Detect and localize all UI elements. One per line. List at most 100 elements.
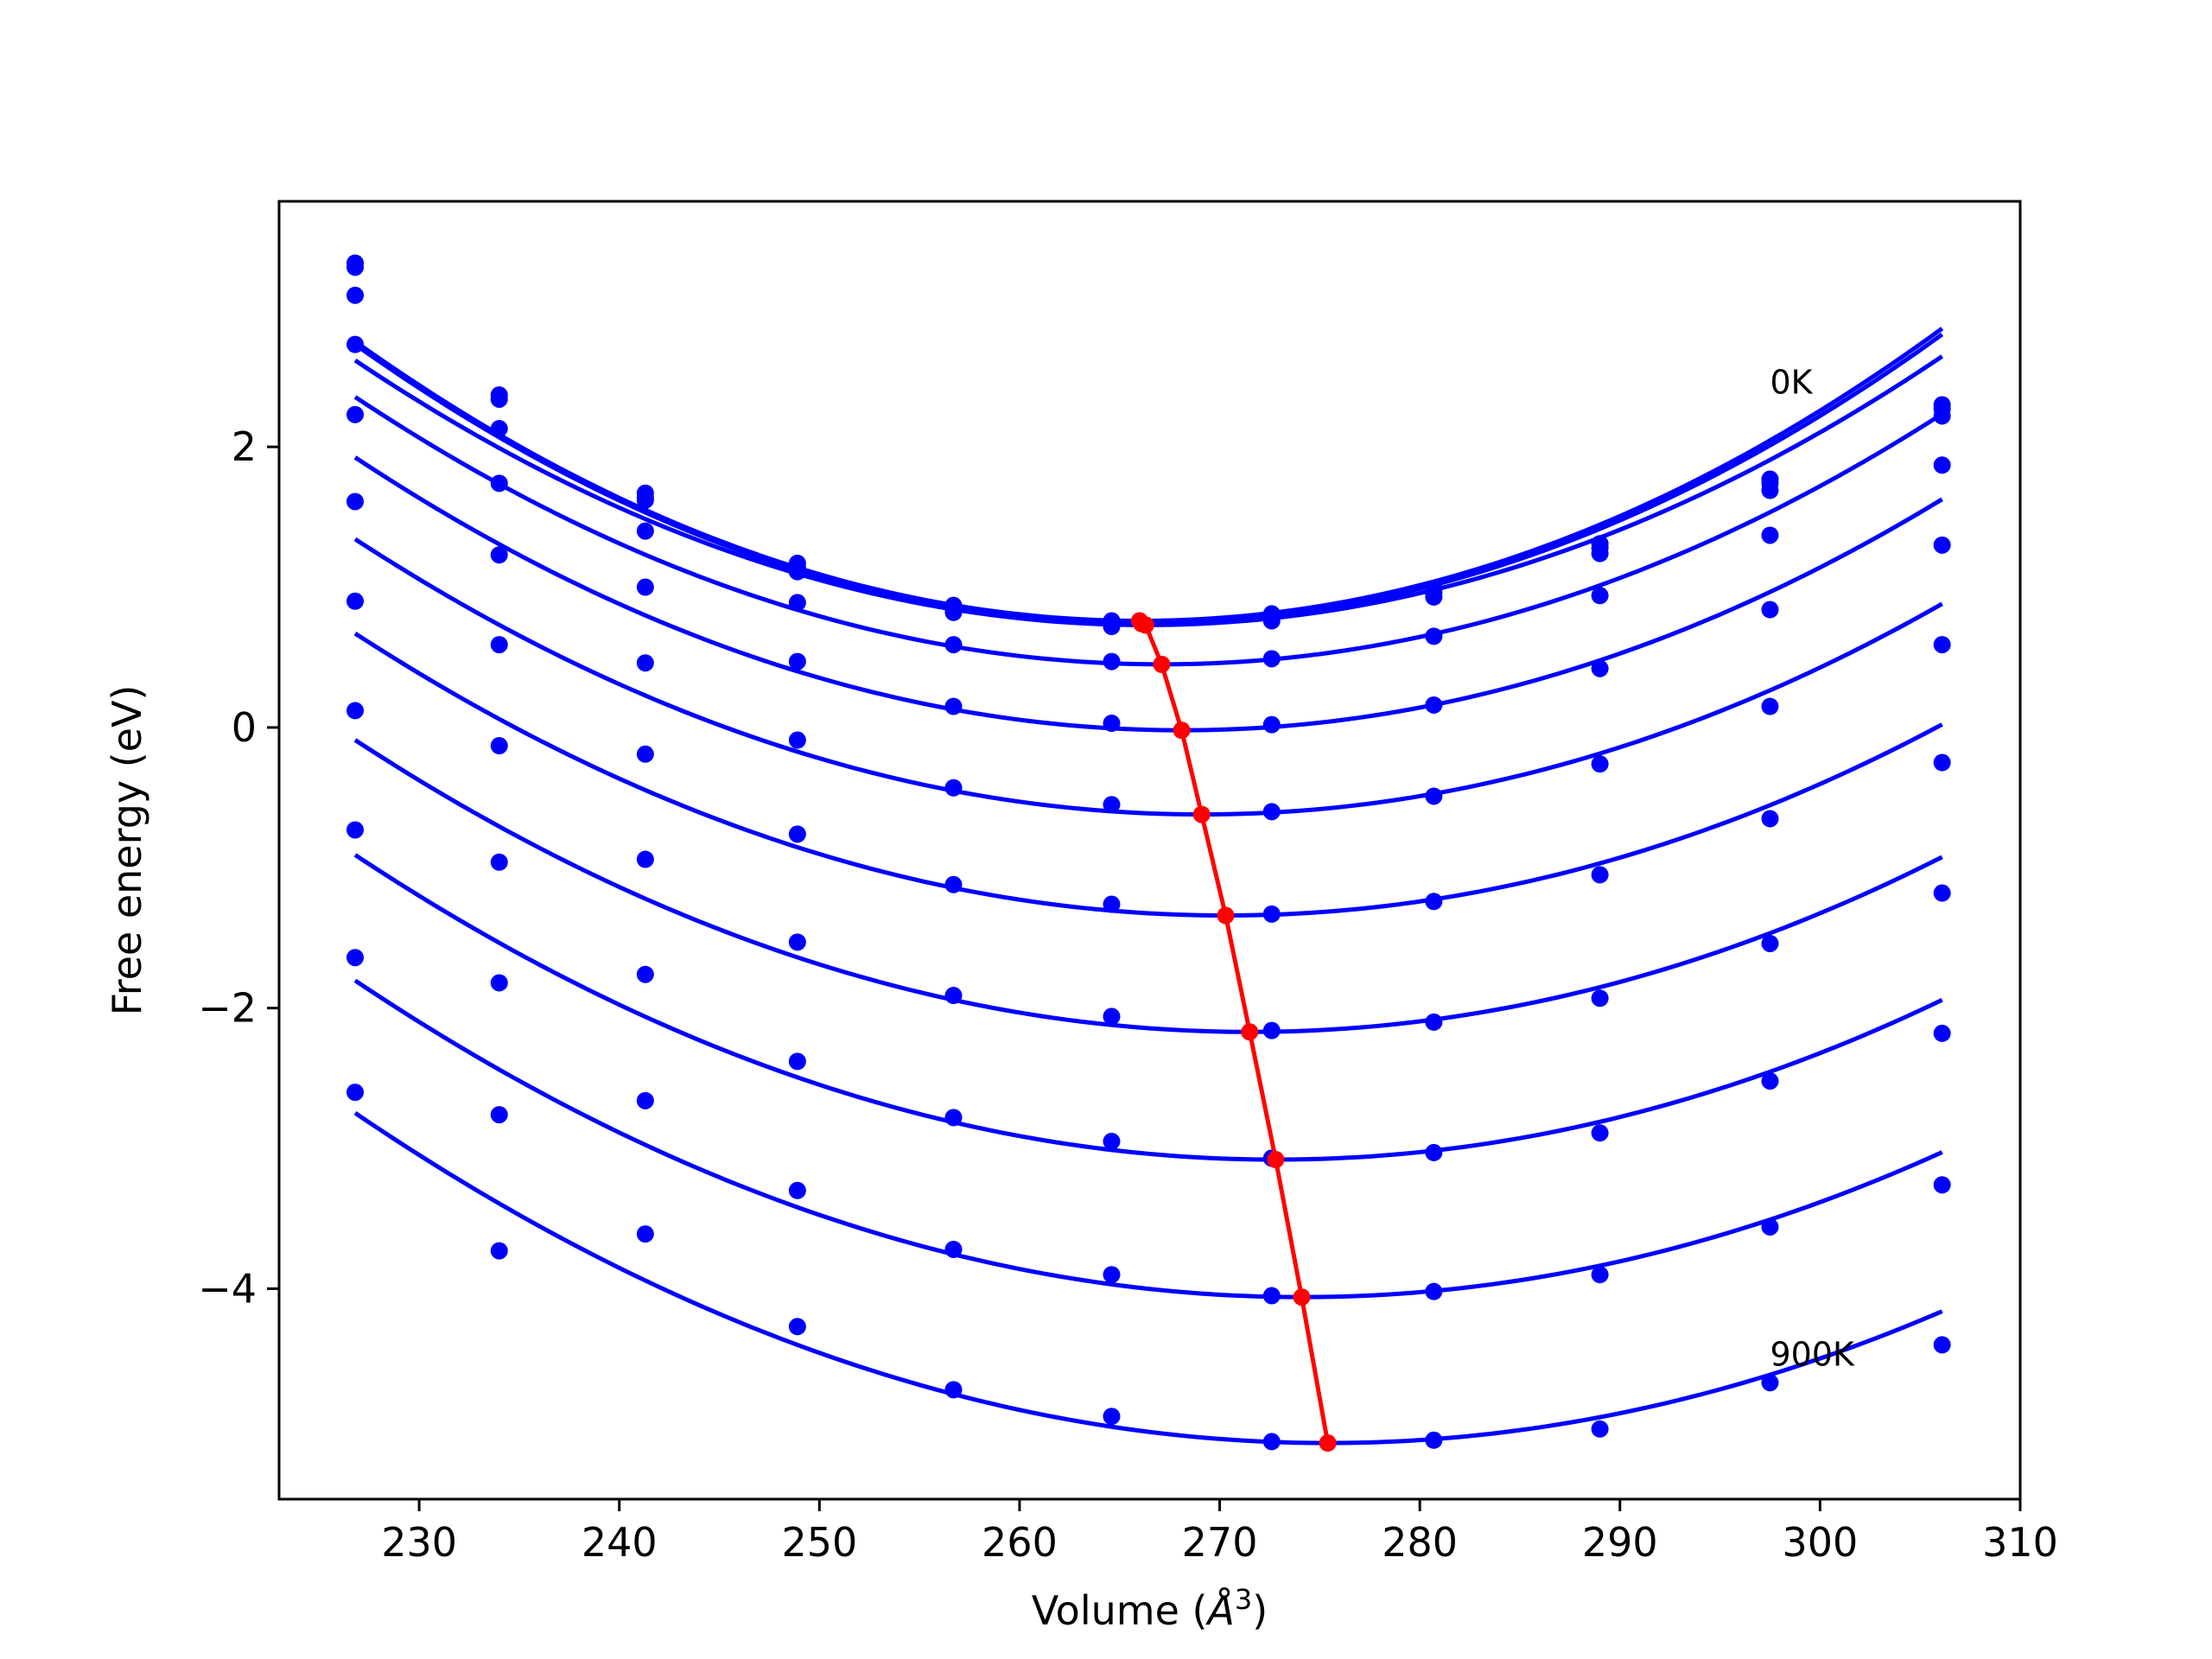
- data-point-7-5: [1103, 1007, 1121, 1026]
- data-point-8-7: [1425, 1143, 1443, 1161]
- data-point-10-0: [346, 1084, 365, 1102]
- data-point-10-3: [788, 1318, 806, 1336]
- data-point-3-10: [1933, 456, 1951, 474]
- data-point-3-4: [944, 636, 963, 654]
- y-tick-label-0: −4: [198, 1265, 257, 1312]
- data-point-7-8: [1591, 989, 1609, 1007]
- data-point-2-0: [346, 286, 365, 304]
- tick-marks: [267, 445, 2022, 1511]
- data-point-3-8: [1591, 587, 1609, 605]
- data-point-6-7: [1425, 893, 1443, 911]
- data-point-5-0: [346, 493, 365, 511]
- x-axis-label-close: ): [1252, 1587, 1268, 1634]
- data-point-10-8: [1591, 1420, 1609, 1438]
- data-point-9-4: [944, 1240, 963, 1258]
- fit-curve-6: [353, 631, 1943, 918]
- data-point-8-8: [1591, 1124, 1609, 1142]
- data-point-5-1: [490, 636, 508, 654]
- x-axis-label: Volume (Å3): [1032, 1583, 1268, 1634]
- plot-marks: [346, 254, 1951, 1452]
- data-point-9-3: [788, 1181, 806, 1199]
- data-point-3-6: [1262, 650, 1281, 668]
- data-point-8-5: [1103, 1132, 1121, 1150]
- data-point-7-6: [1262, 1021, 1281, 1039]
- data-point-6-3: [788, 825, 806, 843]
- x-tick-label-3: 260: [982, 1519, 1058, 1566]
- data-point-4-5: [1103, 715, 1121, 733]
- data-point-1-0: [346, 258, 365, 276]
- data-point-3-7: [1425, 627, 1443, 645]
- data-point-2-5: [1103, 618, 1121, 636]
- data-point-6-8: [1591, 866, 1609, 884]
- data-point-9-2: [636, 1091, 654, 1109]
- data-point-7-10: [1933, 884, 1951, 902]
- data-point-2-4: [944, 603, 963, 621]
- data-point-6-1: [490, 737, 508, 755]
- data-point-2-6: [1262, 612, 1281, 630]
- data-point-9-7: [1425, 1282, 1443, 1300]
- data-point-10-5: [1103, 1408, 1121, 1426]
- data-point-7-3: [788, 933, 806, 951]
- x-axis-label-text: Volume (: [1032, 1587, 1208, 1634]
- data-point-6-2: [636, 745, 654, 763]
- data-point-10-4: [944, 1381, 963, 1399]
- data-point-3-0: [346, 335, 365, 353]
- fit-curve-4: [353, 455, 1943, 733]
- annotation-1: 900K: [1770, 1336, 1855, 1374]
- x-tick-label-5: 280: [1382, 1519, 1458, 1566]
- fit-curve-3: [353, 395, 1944, 667]
- data-point-7-9: [1761, 934, 1779, 952]
- fit-curve-7: [353, 738, 1943, 1034]
- data-point-4-2: [636, 578, 654, 596]
- data-point-10-1: [490, 1242, 508, 1260]
- x-tick-label-6: 290: [1582, 1519, 1658, 1566]
- x-tick-label-2: 250: [781, 1519, 857, 1566]
- y-tick-label-3: 2: [232, 423, 257, 470]
- data-point-5-4: [944, 779, 963, 797]
- data-point-10-7: [1425, 1431, 1443, 1449]
- data-point-6-0: [346, 592, 365, 610]
- data-point-10-6: [1262, 1433, 1281, 1451]
- data-point-6-4: [944, 875, 963, 893]
- data-point-3-1: [490, 474, 508, 493]
- data-point-3-3: [788, 594, 806, 612]
- data-point-4-9: [1761, 601, 1779, 619]
- fit-curve-5: [353, 537, 1943, 817]
- data-point-8-10: [1933, 1024, 1951, 1042]
- data-point-2-3: [788, 563, 806, 581]
- fit-curve-8: [353, 853, 1943, 1162]
- data-point-5-6: [1262, 803, 1281, 821]
- data-point-5-7: [1425, 787, 1443, 805]
- annotation-0: 0K: [1770, 363, 1813, 401]
- data-point-1-1: [490, 390, 508, 408]
- data-point-5-5: [1103, 796, 1121, 814]
- data-point-2-7: [1425, 588, 1443, 606]
- data-point-9-5: [1103, 1266, 1121, 1284]
- data-point-2-10: [1933, 407, 1951, 425]
- data-point-9-6: [1262, 1287, 1281, 1305]
- minimum-point-7: [1241, 1023, 1259, 1041]
- data-point-8-2: [636, 965, 654, 983]
- y-tick-label-2: 0: [232, 704, 257, 751]
- data-point-7-1: [490, 853, 508, 871]
- data-point-4-4: [944, 697, 963, 715]
- data-point-5-9: [1761, 697, 1779, 715]
- x-axis-label-unit: Å: [1205, 1587, 1234, 1634]
- data-point-9-10: [1933, 1176, 1951, 1194]
- x-tick-label-1: 240: [582, 1519, 658, 1566]
- fit-curve-9: [353, 978, 1943, 1300]
- data-point-4-1: [490, 546, 508, 564]
- data-point-9-8: [1591, 1266, 1609, 1284]
- data-point-7-0: [346, 702, 365, 720]
- data-point-3-9: [1761, 526, 1779, 544]
- data-point-2-8: [1591, 544, 1609, 563]
- data-point-8-3: [788, 1052, 806, 1071]
- data-point-10-2: [636, 1225, 654, 1243]
- data-point-6-6: [1262, 905, 1281, 923]
- data-point-4-8: [1591, 659, 1609, 677]
- x-tick-label-7: 300: [1782, 1519, 1858, 1566]
- data-point-6-10: [1933, 753, 1951, 772]
- axes-frame: [277, 200, 2022, 1501]
